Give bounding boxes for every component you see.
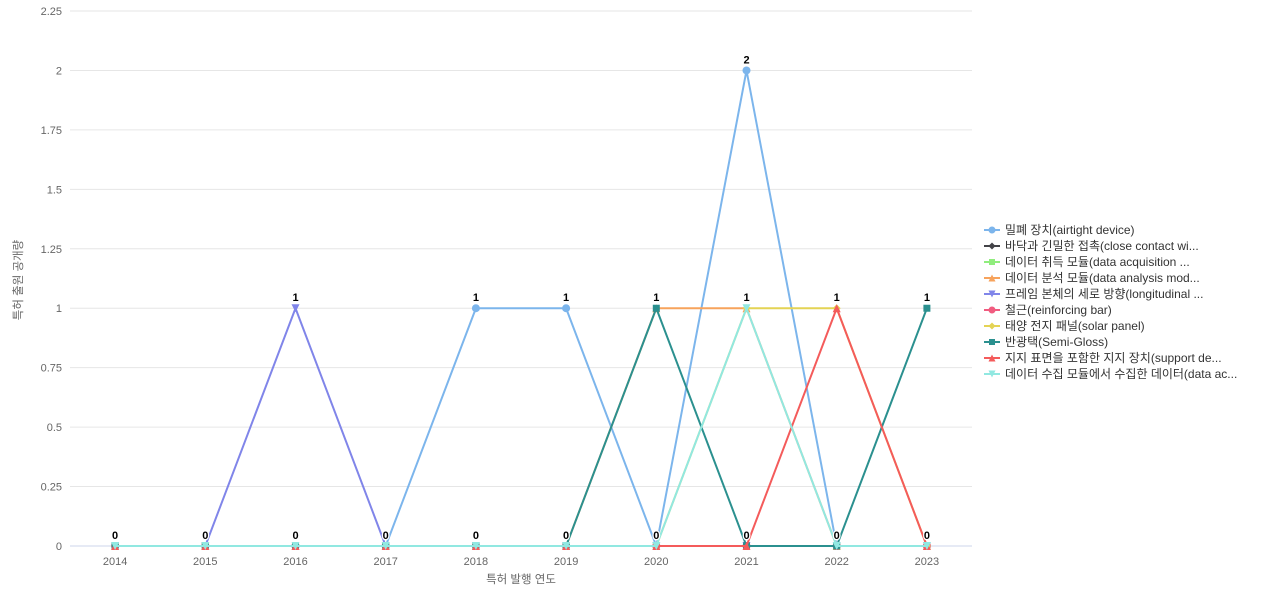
data-label: 2 (743, 54, 749, 66)
data-label: 0 (202, 530, 208, 542)
data-point-marker[interactable] (652, 304, 660, 312)
x-tick-label: 2019 (554, 556, 578, 568)
x-tick-label: 2014 (103, 556, 127, 568)
data-point-marker[interactable] (562, 542, 571, 550)
data-label: 0 (383, 530, 389, 542)
data-point-marker[interactable] (832, 542, 841, 550)
legend-item-8[interactable]: 지지 표면을 포함한 지지 장치(support de... (984, 350, 1237, 366)
data-point-marker[interactable] (471, 542, 480, 550)
data-point-marker[interactable] (291, 304, 300, 313)
data-point-marker[interactable] (923, 304, 931, 312)
y-tick-label: 0 (56, 541, 62, 553)
data-label: 0 (473, 530, 479, 542)
legend-item-3[interactable]: 데이터 분석 모듈(data analysis mod... (984, 270, 1237, 286)
x-tick-label: 2015 (193, 556, 217, 568)
x-axis-title: 특허 발행 연도 (486, 574, 556, 586)
y-tick-label: 0.75 (41, 363, 62, 375)
diamond-legend-marker-icon (984, 322, 1000, 330)
data-point-marker[interactable] (742, 304, 751, 313)
data-label: 1 (473, 292, 479, 304)
legend-label: 데이터 수집 모듈에서 수집한 데이터(data ac... (1005, 367, 1238, 381)
x-tick-label: 2018 (464, 556, 488, 568)
x-tick-label: 2022 (824, 556, 848, 568)
data-point-marker[interactable] (922, 542, 931, 550)
legend-label: 태양 전지 패널(solar panel) (1005, 319, 1145, 333)
y-tick-label: 2 (56, 65, 62, 77)
legend-item-5[interactable]: 철근(reinforcing bar) (984, 302, 1237, 318)
data-point-marker[interactable] (381, 542, 390, 550)
data-label: 1 (834, 292, 840, 304)
triangle-legend-marker-icon (984, 274, 1000, 282)
x-tick-label: 2016 (283, 556, 307, 568)
y-tick-label: 2.25 (41, 6, 62, 18)
data-point-marker[interactable] (832, 304, 841, 313)
data-point-marker[interactable] (652, 542, 661, 550)
legend-item-4[interactable]: 프레임 본체의 세로 방향(longitudinal ... (984, 286, 1237, 302)
x-tick-label: 2021 (734, 556, 758, 568)
data-label: 1 (292, 292, 298, 304)
x-tick-label: 2020 (644, 556, 668, 568)
y-tick-label: 0.25 (41, 482, 62, 494)
triangle-down-legend-marker-icon (984, 290, 1000, 298)
y-tick-label: 1.25 (41, 244, 62, 256)
triangle-down-legend-marker-icon (984, 370, 1000, 378)
data-label: 0 (743, 530, 749, 542)
y-tick-label: 1.75 (41, 125, 62, 137)
x-tick-label: 2023 (915, 556, 939, 568)
y-tick-label: 0.5 (47, 422, 62, 434)
data-label: 0 (563, 530, 569, 542)
data-label: 0 (653, 530, 659, 542)
legend-item-0[interactable]: 밀폐 장치(airtight device) (984, 222, 1237, 238)
y-tick-label: 1.5 (47, 184, 62, 196)
square-legend-marker-icon (984, 339, 1000, 345)
data-label: 1 (653, 292, 659, 304)
legend-label: 철근(reinforcing bar) (1005, 303, 1112, 317)
data-label: 1 (924, 292, 930, 304)
legend-item-7[interactable]: 반광택(Semi-Gloss) (984, 334, 1237, 350)
legend-item-9[interactable]: 데이터 수집 모듈에서 수집한 데이터(data ac... (984, 366, 1237, 382)
data-label: 0 (924, 530, 930, 542)
series-9[interactable] (111, 304, 931, 550)
legend-item-1[interactable]: 바닥과 긴밀한 접촉(close contact wi... (984, 238, 1237, 254)
series-line (114, 307, 928, 547)
data-point-marker[interactable] (201, 542, 210, 550)
legend-label: 지지 표면을 포함한 지지 장치(support de... (1005, 351, 1222, 365)
legend-label: 밀폐 장치(airtight device) (1005, 223, 1135, 237)
data-point-marker[interactable] (742, 66, 751, 75)
circle-legend-marker-icon (984, 226, 1000, 234)
legend-label: 프레임 본체의 세로 방향(longitudinal ... (1005, 287, 1204, 301)
data-label: 0 (292, 530, 298, 542)
data-point-marker[interactable] (742, 542, 751, 550)
data-point-marker[interactable] (111, 542, 120, 550)
legend: 밀폐 장치(airtight device) 바닥과 긴밀한 접촉(close c… (984, 222, 1237, 382)
data-point-marker[interactable] (471, 304, 480, 313)
legend-label: 데이터 취득 모듈(data acquisition ... (1005, 255, 1190, 269)
triangle-legend-marker-icon (984, 354, 1000, 362)
square-legend-marker-icon (984, 259, 1000, 265)
x-tick-label: 2017 (373, 556, 397, 568)
data-point-marker[interactable] (562, 304, 571, 313)
data-label: 0 (834, 530, 840, 542)
y-tick-label: 1 (56, 303, 62, 315)
data-label: 1 (563, 292, 569, 304)
y-axis-title: 특허 출원 공개량 (13, 239, 25, 321)
diamond-legend-marker-icon (984, 242, 1000, 250)
legend-item-6[interactable]: 태양 전지 패널(solar panel) (984, 318, 1237, 334)
data-point-marker[interactable] (291, 542, 300, 550)
circle-legend-marker-icon (984, 306, 1000, 314)
data-label: 1 (743, 292, 749, 304)
legend-item-2[interactable]: 데이터 취득 모듈(data acquisition ... (984, 254, 1237, 270)
legend-label: 바닥과 긴밀한 접촉(close contact wi... (1005, 239, 1199, 253)
data-label: 0 (112, 530, 118, 542)
legend-label: 데이터 분석 모듈(data analysis mod... (1005, 271, 1200, 285)
legend-label: 반광택(Semi-Gloss) (1005, 335, 1109, 349)
